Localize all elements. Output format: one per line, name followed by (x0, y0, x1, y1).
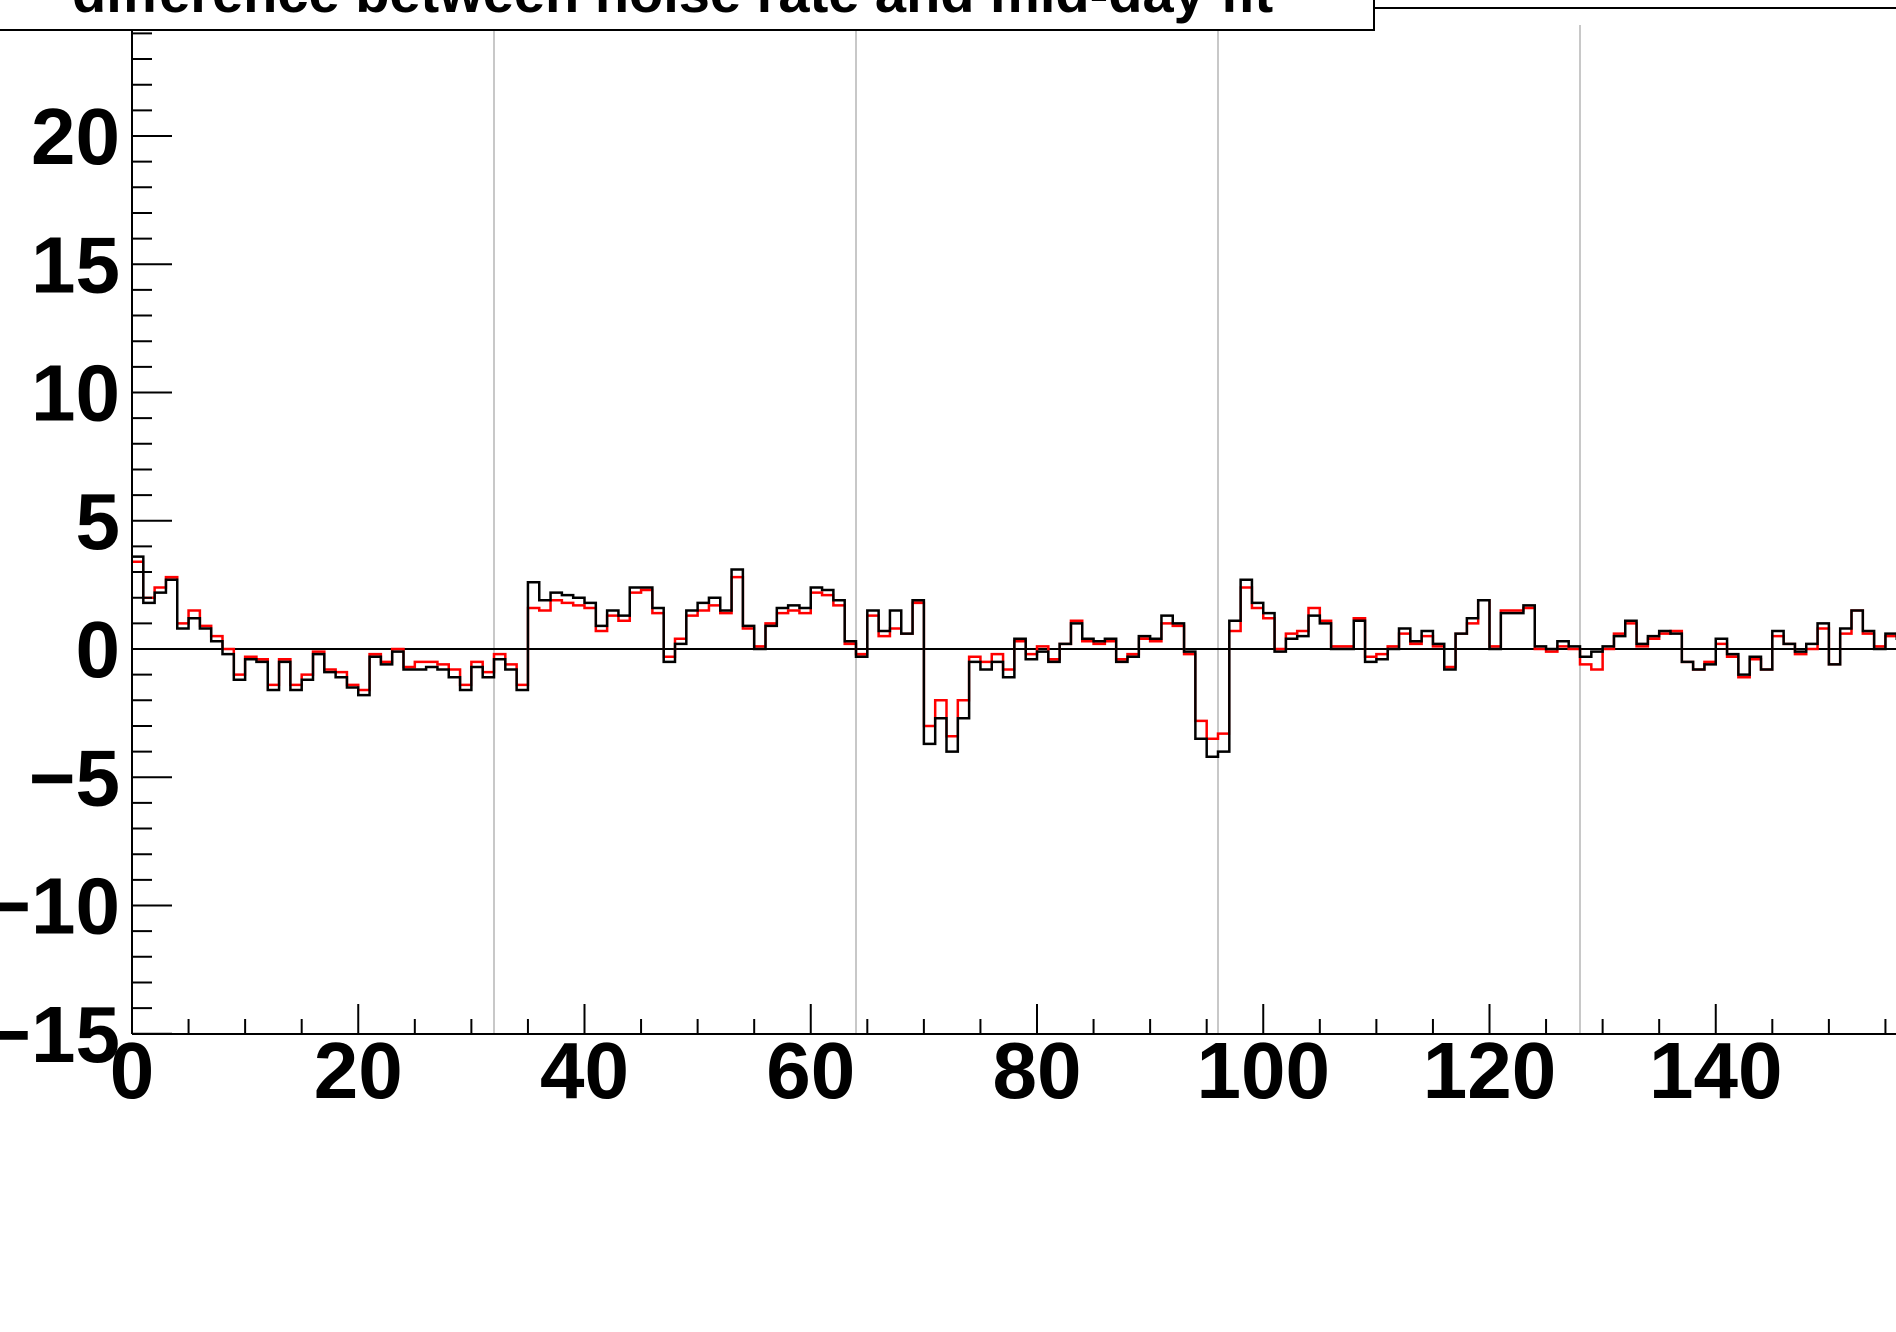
title-box: difference between noise rate and mid-da… (0, 0, 1896, 31)
vertical-grid (493, 25, 1581, 1034)
x-tick-label: 120 (1423, 1026, 1556, 1115)
y-tick-label: 0 (76, 605, 121, 694)
chart-title: difference between noise rate and mid-da… (72, 0, 1273, 24)
y-tick-label: 10 (31, 349, 120, 438)
y-tick-label: −10 (0, 862, 120, 951)
y-tick-label: 20 (31, 92, 120, 181)
y-tick-label: −5 (29, 733, 120, 822)
title-frame (0, 0, 1375, 31)
x-tick-label: 60 (766, 1026, 855, 1115)
axes: −15 −10 −5 0 5 10 15 20 0 20 40 60 80 100 120 140 (0, 0, 1896, 1115)
x-tick-label: 40 (540, 1026, 629, 1115)
x-tick-label: 140 (1649, 1026, 1782, 1115)
y-tick-label: 15 (31, 220, 120, 309)
x-tick-label: 0 (110, 1026, 155, 1115)
x-tick-label: 80 (993, 1026, 1082, 1115)
series-black-line (132, 555, 1896, 758)
x-tick-label: 20 (314, 1026, 403, 1115)
y-tick-label: −15 (0, 990, 120, 1079)
x-tick-label: 100 (1197, 1026, 1330, 1115)
y-tick-label: 5 (76, 477, 121, 566)
series-group (132, 555, 1896, 758)
